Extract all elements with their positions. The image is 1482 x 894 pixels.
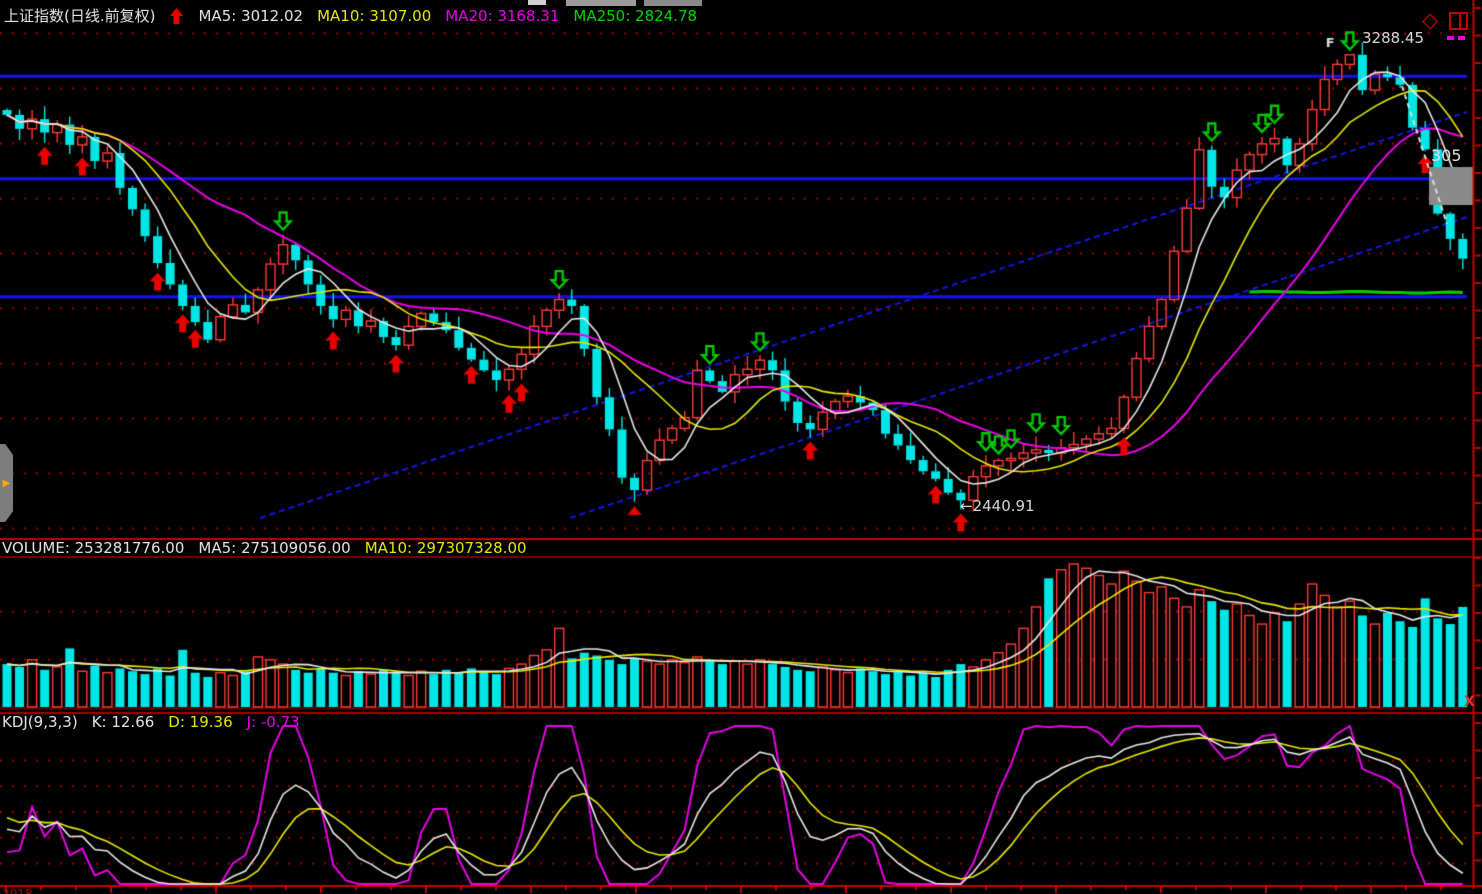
crosshair-price-label: 305 bbox=[1431, 146, 1462, 165]
window-fragment bbox=[528, 0, 546, 5]
ma20-value: MA20: 3168.31 bbox=[445, 6, 560, 25]
peak-price-annotation: 3288.45 bbox=[1362, 29, 1425, 47]
volume-header: VOLUME: 253281776.00 MA5: 275109056.00 M… bbox=[2, 539, 527, 557]
low-price-annotation: ←2440.91 bbox=[960, 497, 1035, 515]
volume-ma10-value: MA10: 297307328.00 bbox=[364, 539, 527, 557]
kdj-header: KDJ(9,3,3) K: 12.66 D: 19.36 J: -0.73 bbox=[2, 713, 300, 731]
indicator-dashes bbox=[1447, 36, 1465, 40]
symbol-title: 上证指数(日线.前复权) bbox=[4, 7, 156, 25]
main-chart-header: 上证指数(日线.前复权) MA5: 3012.02 MA10: 3107.00 … bbox=[4, 5, 697, 26]
kdj-label: KDJ(9,3,3) bbox=[2, 713, 78, 731]
d-value: D: 19.36 bbox=[168, 713, 233, 731]
volume-ma5-value: MA5: 275109056.00 bbox=[198, 539, 351, 557]
window-fragment bbox=[644, 0, 702, 6]
play-icon: ▶ bbox=[2, 477, 11, 489]
j-value: J: -0.73 bbox=[246, 713, 300, 731]
axis-year-label: 2018 bbox=[2, 887, 33, 894]
sidebar-expand-handle[interactable]: ▶ bbox=[0, 444, 13, 522]
up-arrow-icon bbox=[169, 7, 184, 24]
k-value: K: 12.66 bbox=[91, 713, 155, 731]
window-fragment bbox=[566, 0, 636, 6]
diamond-icon[interactable]: ◇ bbox=[1422, 8, 1439, 32]
ma250-value: MA250: 2824.78 bbox=[573, 6, 698, 25]
volume-value: VOLUME: 253281776.00 bbox=[2, 539, 185, 557]
volume-panel-close-button[interactable]: X bbox=[1464, 694, 1475, 710]
ma10-value: MA10: 3107.00 bbox=[317, 6, 432, 25]
split-window-icon[interactable] bbox=[1449, 12, 1468, 30]
ma5-value: MA5: 3012.02 bbox=[198, 6, 304, 25]
